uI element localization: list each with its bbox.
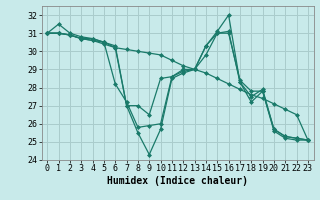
- X-axis label: Humidex (Indice chaleur): Humidex (Indice chaleur): [107, 176, 248, 186]
